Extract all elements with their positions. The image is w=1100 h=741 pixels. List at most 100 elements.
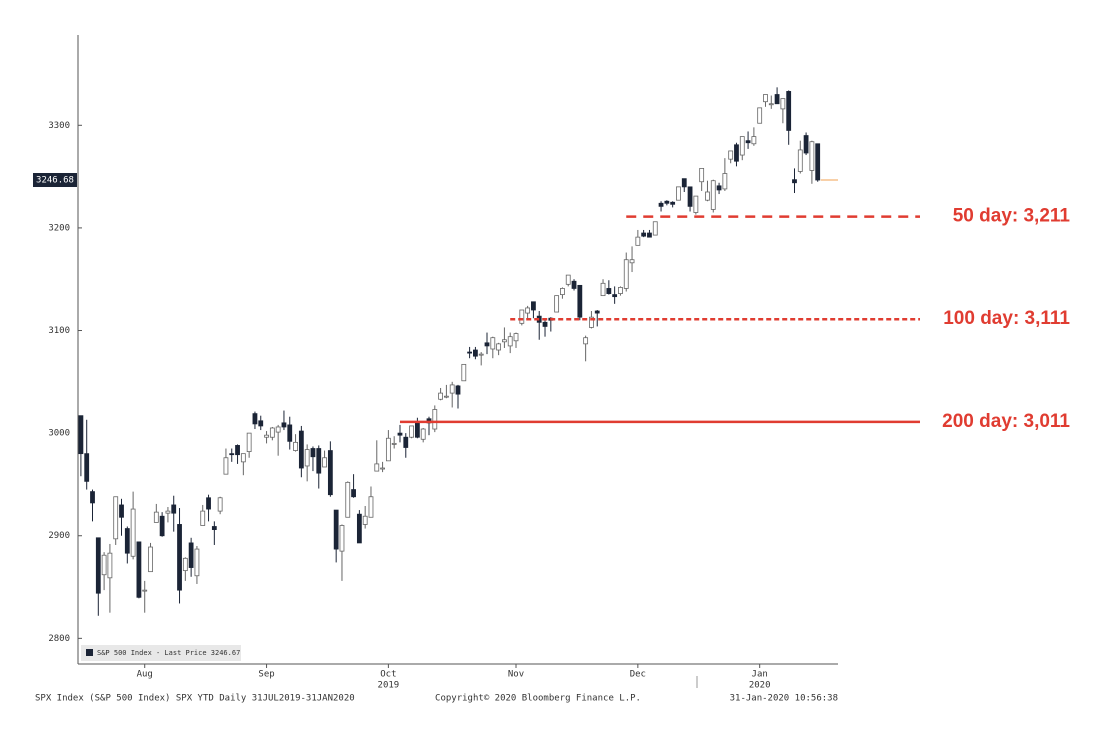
y-tick-label: 3000 [48, 429, 70, 439]
candle-body [78, 415, 84, 455]
candle-body [618, 287, 623, 294]
candle-body [763, 94, 768, 103]
candle-body [293, 441, 298, 451]
candle-body [589, 316, 594, 328]
candle-body [287, 424, 293, 442]
candle-body [188, 542, 194, 568]
candle-body [269, 427, 275, 438]
candle-body [507, 336, 513, 347]
last-price-box [33, 173, 77, 188]
candle-body [687, 186, 693, 207]
candle-body [84, 453, 90, 482]
candle-body [693, 195, 699, 213]
footer-left: SPX Index (S&P 500 Index) SPX YTD Daily … [35, 694, 355, 704]
candle-body [333, 509, 339, 550]
moving-average-label: 200 day: 3,011 [942, 411, 1070, 432]
x-tick-label: Dec [630, 670, 646, 680]
candle-body [101, 554, 107, 576]
candle-body [716, 185, 722, 191]
candle-body [681, 178, 687, 188]
candle-body [710, 180, 716, 210]
candle-body [107, 552, 113, 579]
candle-body [414, 422, 420, 438]
candle-body [298, 430, 304, 469]
candle-body [368, 496, 374, 518]
x-tick-label: Nov [508, 670, 524, 680]
candle-body [577, 284, 583, 318]
candle-body [264, 434, 269, 438]
candle-body [647, 232, 652, 238]
last-price-label: 3246.68 [36, 176, 74, 186]
candle-body [676, 186, 681, 201]
candle-body [182, 557, 188, 572]
candle-body [658, 202, 664, 207]
candle-body [571, 280, 577, 289]
x-tick-label: Aug [137, 670, 153, 680]
candle-body [281, 422, 287, 428]
candle-body [391, 442, 397, 445]
candle-body [258, 420, 264, 427]
candle-body [722, 173, 728, 190]
candle-body [652, 221, 658, 236]
candle-body [345, 481, 351, 518]
candle-body [223, 457, 229, 475]
candle-body [728, 150, 734, 160]
y-tick-label: 2900 [48, 531, 70, 541]
y-tick-label: 2800 [48, 634, 70, 644]
candle-body [768, 103, 774, 106]
candle-body [304, 449, 310, 467]
candle-body [792, 179, 797, 184]
candle-body [310, 448, 316, 458]
candle-body [246, 432, 252, 452]
y-tick-label: 3300 [48, 121, 70, 131]
candle-body [397, 432, 403, 436]
candle-body [473, 349, 478, 357]
candle-body [554, 295, 560, 313]
candle-body [252, 413, 258, 425]
candle-body [130, 508, 136, 557]
candle-body [124, 528, 130, 554]
candle-body [165, 510, 171, 514]
moving-average-label: 50 day: 3,211 [953, 206, 1071, 227]
candle-body [664, 200, 670, 204]
candle-body [583, 337, 589, 345]
candle-body [409, 425, 414, 438]
candle-body [757, 107, 763, 124]
candle-body [803, 135, 809, 154]
candle-body [420, 428, 426, 440]
footer-center: Copyright© 2020 Bloomberg Finance L.P. [435, 694, 641, 704]
candle-body [153, 511, 159, 523]
candle-body [95, 537, 101, 594]
candle-body [751, 136, 757, 145]
candle-body [496, 343, 502, 351]
candle-body [119, 504, 124, 518]
candle-body [171, 504, 177, 514]
candle-body [385, 437, 391, 462]
candle-body [200, 510, 206, 526]
candle-body [113, 496, 119, 540]
candle-body [809, 141, 815, 171]
candle-body [449, 384, 455, 394]
candle-body [780, 98, 786, 110]
candle-body [455, 385, 461, 395]
candle-body [339, 525, 345, 552]
candle-body [380, 467, 385, 470]
candle-body [461, 363, 467, 382]
candle-body [275, 426, 281, 433]
candle-body [229, 453, 235, 456]
candle-body [745, 140, 751, 144]
candle-body [594, 310, 600, 314]
candle-body [211, 526, 217, 530]
footer-right: 31-Jan-2020 10:56:38 [730, 694, 838, 704]
candle-body [734, 144, 739, 162]
candle-body [699, 167, 705, 183]
candle-body [403, 436, 409, 448]
candle-body [629, 259, 635, 264]
candle-body [606, 288, 612, 294]
candle-body [542, 321, 548, 327]
candle-body [432, 409, 438, 430]
candle-body [513, 333, 519, 342]
candle-body [502, 339, 507, 343]
candle-body [484, 342, 490, 347]
